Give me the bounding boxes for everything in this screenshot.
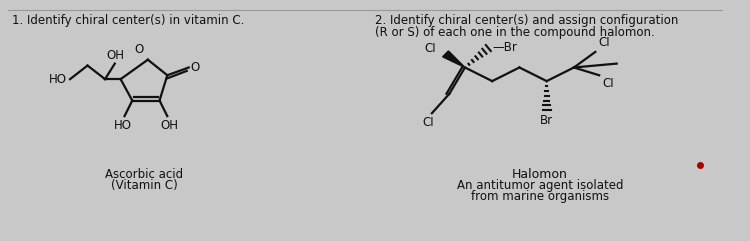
Text: CI: CI [598,36,610,49]
Text: An antitumor agent isolated: An antitumor agent isolated [457,179,623,192]
Text: from marine organisms: from marine organisms [471,190,609,203]
Text: OH: OH [160,119,178,132]
Text: —Br: —Br [492,40,517,54]
Text: O: O [135,43,144,56]
Text: 2. Identify chiral center(s) and assign configuration: 2. Identify chiral center(s) and assign … [374,14,678,27]
Text: HO: HO [49,73,67,86]
Text: OH: OH [106,49,124,62]
Text: CI: CI [422,116,433,129]
Polygon shape [442,51,465,67]
Text: HO: HO [113,119,131,132]
Text: Ascorbic acid: Ascorbic acid [105,168,183,181]
Text: Halomon: Halomon [512,168,568,181]
Text: O: O [190,61,200,74]
Text: (R or S) of each one in the compound halomon.: (R or S) of each one in the compound hal… [374,26,654,39]
Text: (Vitamin C): (Vitamin C) [110,179,177,192]
Text: Br: Br [540,114,554,127]
Text: CI: CI [602,77,613,90]
Text: 1. Identify chiral center(s) in vitamin C.: 1. Identify chiral center(s) in vitamin … [12,14,244,27]
Text: CI: CI [424,41,436,54]
